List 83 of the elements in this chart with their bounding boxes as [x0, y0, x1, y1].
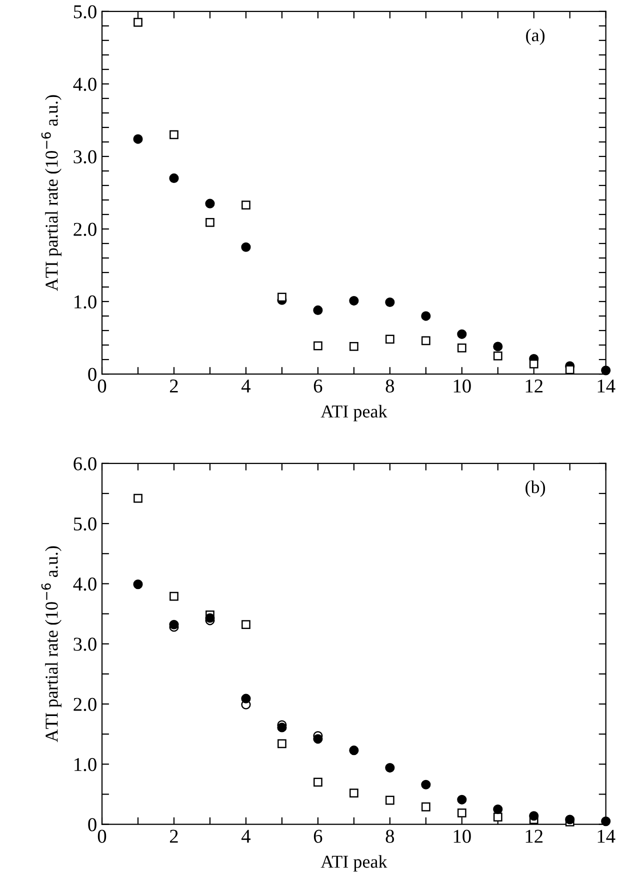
x-tick-label: 0	[98, 830, 106, 843]
point	[349, 342, 358, 351]
point	[313, 341, 322, 350]
y-tick-label: 4.0	[73, 78, 96, 91]
point	[169, 173, 179, 184]
point	[313, 305, 323, 316]
y-axis-title: ATI partial rate (10$^{−6}$ a.u.)	[41, 95, 62, 291]
x-axis-title: ATI peak	[320, 855, 388, 872]
point	[601, 366, 611, 376]
point	[493, 342, 503, 352]
point	[169, 620, 179, 630]
point	[493, 351, 502, 360]
point	[457, 794, 467, 804]
point	[242, 620, 250, 630]
point	[529, 359, 538, 368]
annotation: (a)	[526, 28, 545, 45]
point	[529, 811, 539, 821]
y-tick-label: 1.0	[74, 295, 96, 309]
point	[313, 734, 323, 744]
point	[421, 780, 431, 790]
y-tick-label: 5.0	[74, 517, 96, 531]
point	[277, 722, 287, 732]
point	[206, 218, 214, 227]
point	[241, 694, 251, 704]
point	[421, 336, 430, 346]
point	[565, 365, 574, 374]
x-tick-label: 12	[526, 830, 543, 843]
point	[349, 296, 359, 306]
point	[493, 812, 502, 822]
point	[133, 580, 143, 590]
point	[278, 739, 286, 748]
x-tick-label: 14	[598, 380, 616, 392]
point	[457, 808, 466, 818]
point	[493, 804, 503, 814]
point	[205, 613, 215, 623]
x-tick-label: 12	[526, 380, 543, 392]
point	[601, 816, 611, 826]
point	[457, 343, 466, 352]
point	[170, 592, 178, 601]
x-tick-label: 8	[386, 379, 394, 393]
x-tick-label: 4	[241, 380, 251, 392]
y-tick-label: 0	[88, 368, 96, 381]
y-tick-label: 4.0	[73, 578, 96, 591]
point	[134, 18, 142, 27]
y-tick-label: 2.0	[74, 222, 96, 236]
x-tick-label: 2	[170, 830, 178, 843]
y-axis-title: ATI partial rate (10$^{−6}$ a.u.)	[41, 546, 62, 742]
x-tick-label: 4	[241, 830, 251, 843]
y-tick-label: 6.0	[74, 457, 96, 470]
point	[205, 198, 215, 208]
x-tick-label: 8	[386, 830, 394, 843]
point	[242, 200, 250, 210]
point	[385, 762, 395, 773]
point	[385, 796, 394, 805]
point	[565, 814, 575, 824]
point	[421, 802, 430, 812]
y-tick-label: 0	[88, 818, 96, 832]
point	[421, 311, 431, 321]
x-tick-label: 2	[170, 380, 178, 392]
point	[385, 297, 395, 308]
y-tick-label: 2.0	[74, 698, 96, 712]
y-tick-label: 3.0	[74, 638, 96, 651]
point	[313, 778, 322, 787]
y-tick-label: 3.0	[74, 150, 96, 164]
point	[133, 134, 143, 144]
point	[134, 494, 142, 503]
y-tick-label: 1.0	[74, 758, 96, 772]
x-tick-label: 10	[454, 379, 471, 393]
x-tick-label: 14	[598, 830, 616, 843]
point	[385, 334, 394, 344]
y-tick-label: 5.0	[74, 5, 96, 18]
annotation: (b)	[526, 480, 546, 497]
x-tick-label: 0	[98, 379, 106, 393]
x-tick-label: 6	[314, 380, 322, 393]
point	[457, 329, 467, 339]
point	[170, 130, 178, 140]
point	[349, 788, 358, 798]
point	[278, 292, 286, 302]
point	[241, 242, 251, 252]
x-axis-title: ATI peak	[320, 404, 388, 422]
x-tick-label: 10	[454, 830, 471, 843]
point	[349, 746, 359, 756]
x-tick-label: 6	[314, 830, 322, 843]
